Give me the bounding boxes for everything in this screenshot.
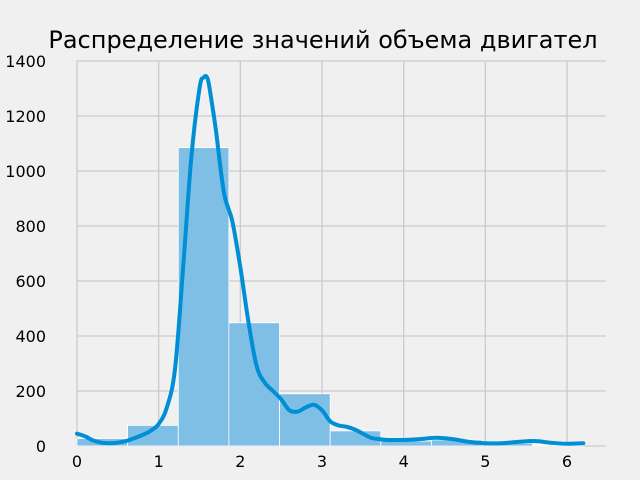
- x-tick-label: 4: [399, 452, 409, 471]
- y-tick-label: 200: [15, 382, 46, 401]
- x-tick-label: 0: [72, 452, 82, 471]
- y-tick-label: 800: [15, 217, 46, 236]
- tick-labels: 0 200 400 600 800 1000 1200 1400 0 1 2 3 4 5 6: [5, 52, 572, 471]
- histogram-bar: [177, 147, 230, 447]
- y-tick-label: 1400: [5, 52, 46, 71]
- histogram-bar: [228, 322, 280, 447]
- histogram-bar: [279, 393, 331, 447]
- y-tick-label: 1200: [5, 107, 46, 126]
- x-tick-label: 5: [480, 452, 490, 471]
- histogram-bars: [76, 147, 584, 447]
- y-tick-label: 600: [15, 272, 46, 291]
- y-tick-label: 400: [15, 327, 46, 346]
- x-tick-label: 6: [562, 452, 572, 471]
- grid: [76, 60, 606, 447]
- y-tick-label: 1000: [5, 162, 46, 181]
- x-tick-label: 1: [154, 452, 164, 471]
- kde-curve: [75, 74, 586, 446]
- x-tick-label: 2: [235, 452, 245, 471]
- y-tick-label: 0: [36, 437, 46, 456]
- kde-line: [75, 74, 586, 446]
- chart-title: Распределение значений объема двигател: [48, 26, 597, 54]
- x-tick-label: 3: [317, 452, 327, 471]
